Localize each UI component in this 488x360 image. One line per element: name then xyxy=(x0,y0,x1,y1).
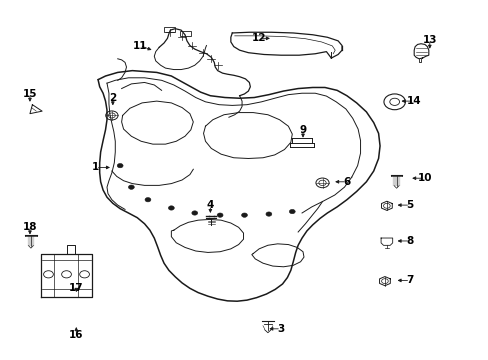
Text: 7: 7 xyxy=(406,275,413,285)
Text: 5: 5 xyxy=(406,200,413,210)
Text: 13: 13 xyxy=(422,35,436,45)
Text: 14: 14 xyxy=(406,96,421,106)
Text: 2: 2 xyxy=(109,93,116,103)
Circle shape xyxy=(241,213,247,217)
Circle shape xyxy=(128,185,134,189)
Text: 16: 16 xyxy=(69,330,83,340)
Text: 6: 6 xyxy=(343,177,350,187)
Circle shape xyxy=(117,163,123,168)
Text: 17: 17 xyxy=(69,283,83,293)
Text: 4: 4 xyxy=(206,200,214,210)
Text: 11: 11 xyxy=(132,41,146,50)
Bar xyxy=(163,27,174,32)
Bar xyxy=(180,31,190,36)
Circle shape xyxy=(191,211,197,215)
Text: 1: 1 xyxy=(92,162,99,172)
Text: 3: 3 xyxy=(277,324,284,334)
Circle shape xyxy=(145,198,151,202)
Circle shape xyxy=(168,206,174,210)
Text: 12: 12 xyxy=(251,33,266,43)
Circle shape xyxy=(265,212,271,216)
Circle shape xyxy=(289,210,295,214)
Text: 10: 10 xyxy=(417,173,431,183)
Text: 8: 8 xyxy=(406,236,413,246)
Text: 15: 15 xyxy=(22,89,37,99)
Text: 18: 18 xyxy=(22,222,37,231)
Text: 9: 9 xyxy=(299,125,306,135)
Circle shape xyxy=(217,213,223,217)
